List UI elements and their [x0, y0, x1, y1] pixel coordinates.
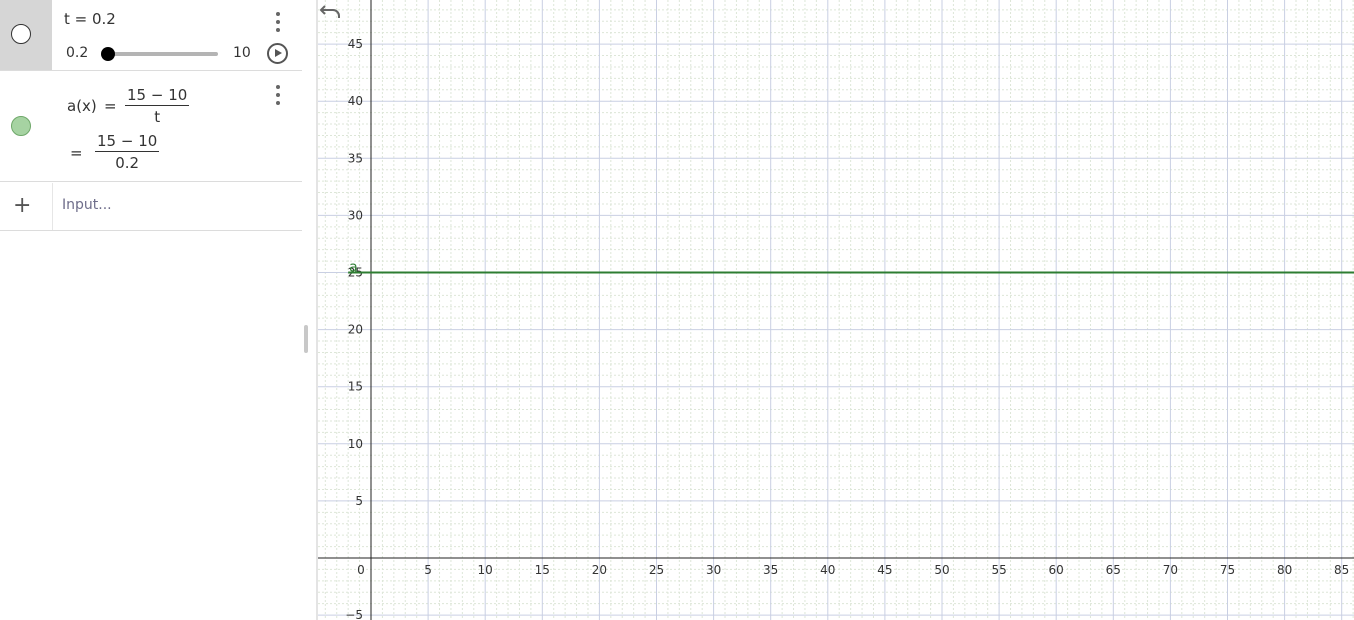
- y-tick-label: 30: [348, 208, 363, 222]
- panel-resize-handle[interactable]: [304, 325, 308, 353]
- x-tick-label: 20: [592, 563, 607, 577]
- undo-icon[interactable]: [318, 0, 344, 24]
- slider-row-t[interactable]: t = 0.2 0.2 10: [0, 0, 304, 71]
- function-row-a[interactable]: a(x) = 15 − 10 t = 15 − 10 0.2: [0, 72, 304, 182]
- x-tick-label: 10: [478, 563, 493, 577]
- play-animation-icon[interactable]: [267, 43, 288, 64]
- function-label: a: [349, 260, 358, 276]
- x-tick-label: 70: [1163, 563, 1178, 577]
- y-tick-label: 15: [348, 380, 363, 394]
- x-tick-label: 75: [1220, 563, 1235, 577]
- more-options-icon[interactable]: [272, 85, 284, 105]
- y-tick-label: 45: [348, 37, 363, 51]
- y-tick-label: 35: [348, 151, 363, 165]
- algebra-view: t = 0.2 0.2 10 a(x) = 15 − 10 t = 15 − 1…: [0, 0, 304, 620]
- y-tick-label: 10: [348, 437, 363, 451]
- equals-sign: =: [104, 97, 117, 115]
- x-tick-label: 35: [763, 563, 778, 577]
- row-divider: [0, 70, 302, 71]
- slider-max-label: 10: [233, 45, 251, 61]
- x-tick-label: 40: [820, 563, 835, 577]
- slider-min-label: 0.2: [66, 45, 89, 61]
- visibility-toggle-t[interactable]: [0, 0, 52, 71]
- row-divider: [0, 230, 302, 231]
- value-equals-sign: =: [70, 144, 83, 162]
- y-tick-label: −5: [345, 608, 363, 620]
- x-tick-label: 25: [649, 563, 664, 577]
- slider-t[interactable]: [101, 47, 218, 61]
- row-divider: [0, 181, 302, 182]
- function-value-fraction: 15 − 10 0.2: [95, 131, 160, 174]
- function-definition-fraction[interactable]: 15 − 10 t: [125, 85, 190, 128]
- x-tick-label: 15: [535, 563, 550, 577]
- x-tick-label: 30: [706, 563, 721, 577]
- x-tick-label: 5: [424, 563, 432, 577]
- coordinate-plane[interactable]: 0 5 10 15 20 25 30 35 40 45 50 55 60 65 70 75 80 85 −5 5 10 1…: [318, 0, 1354, 620]
- visibility-marble-icon[interactable]: [11, 116, 31, 136]
- input-row[interactable]: + Input...: [0, 183, 304, 231]
- visibility-toggle-a[interactable]: [0, 72, 52, 182]
- x-tick-label: 50: [934, 563, 949, 577]
- fraction-denominator: t: [154, 108, 161, 126]
- fraction-denominator: 0.2: [115, 154, 140, 172]
- y-tick-label: 5: [355, 494, 363, 508]
- x-tick-label: 0: [357, 563, 365, 577]
- x-tick-label: 60: [1049, 563, 1064, 577]
- panel-divider[interactable]: [316, 0, 318, 620]
- fraction-numerator: 15 − 10: [95, 132, 160, 152]
- slider-definition[interactable]: t = 0.2: [64, 10, 116, 28]
- y-tick-label: 20: [348, 323, 363, 337]
- plus-icon[interactable]: +: [13, 193, 32, 218]
- x-tick-label: 45: [877, 563, 892, 577]
- x-tick-label: 85: [1334, 563, 1349, 577]
- x-tick-label: 80: [1277, 563, 1292, 577]
- algebra-input[interactable]: Input...: [62, 197, 112, 213]
- graphics-view[interactable]: 0 5 10 15 20 25 30 35 40 45 50 55 60 65 70 75 80 85 −5 5 10 1…: [318, 0, 1354, 620]
- y-tick-label: 40: [348, 94, 363, 108]
- column-divider: [52, 183, 53, 231]
- slider-handle[interactable]: [101, 47, 115, 61]
- more-options-icon[interactable]: [272, 12, 284, 32]
- x-tick-label: 55: [991, 563, 1006, 577]
- x-tick-label: 65: [1106, 563, 1121, 577]
- fraction-numerator: 15 − 10: [125, 86, 190, 106]
- visibility-marble-icon[interactable]: [11, 24, 31, 44]
- function-name[interactable]: a(x): [67, 97, 97, 115]
